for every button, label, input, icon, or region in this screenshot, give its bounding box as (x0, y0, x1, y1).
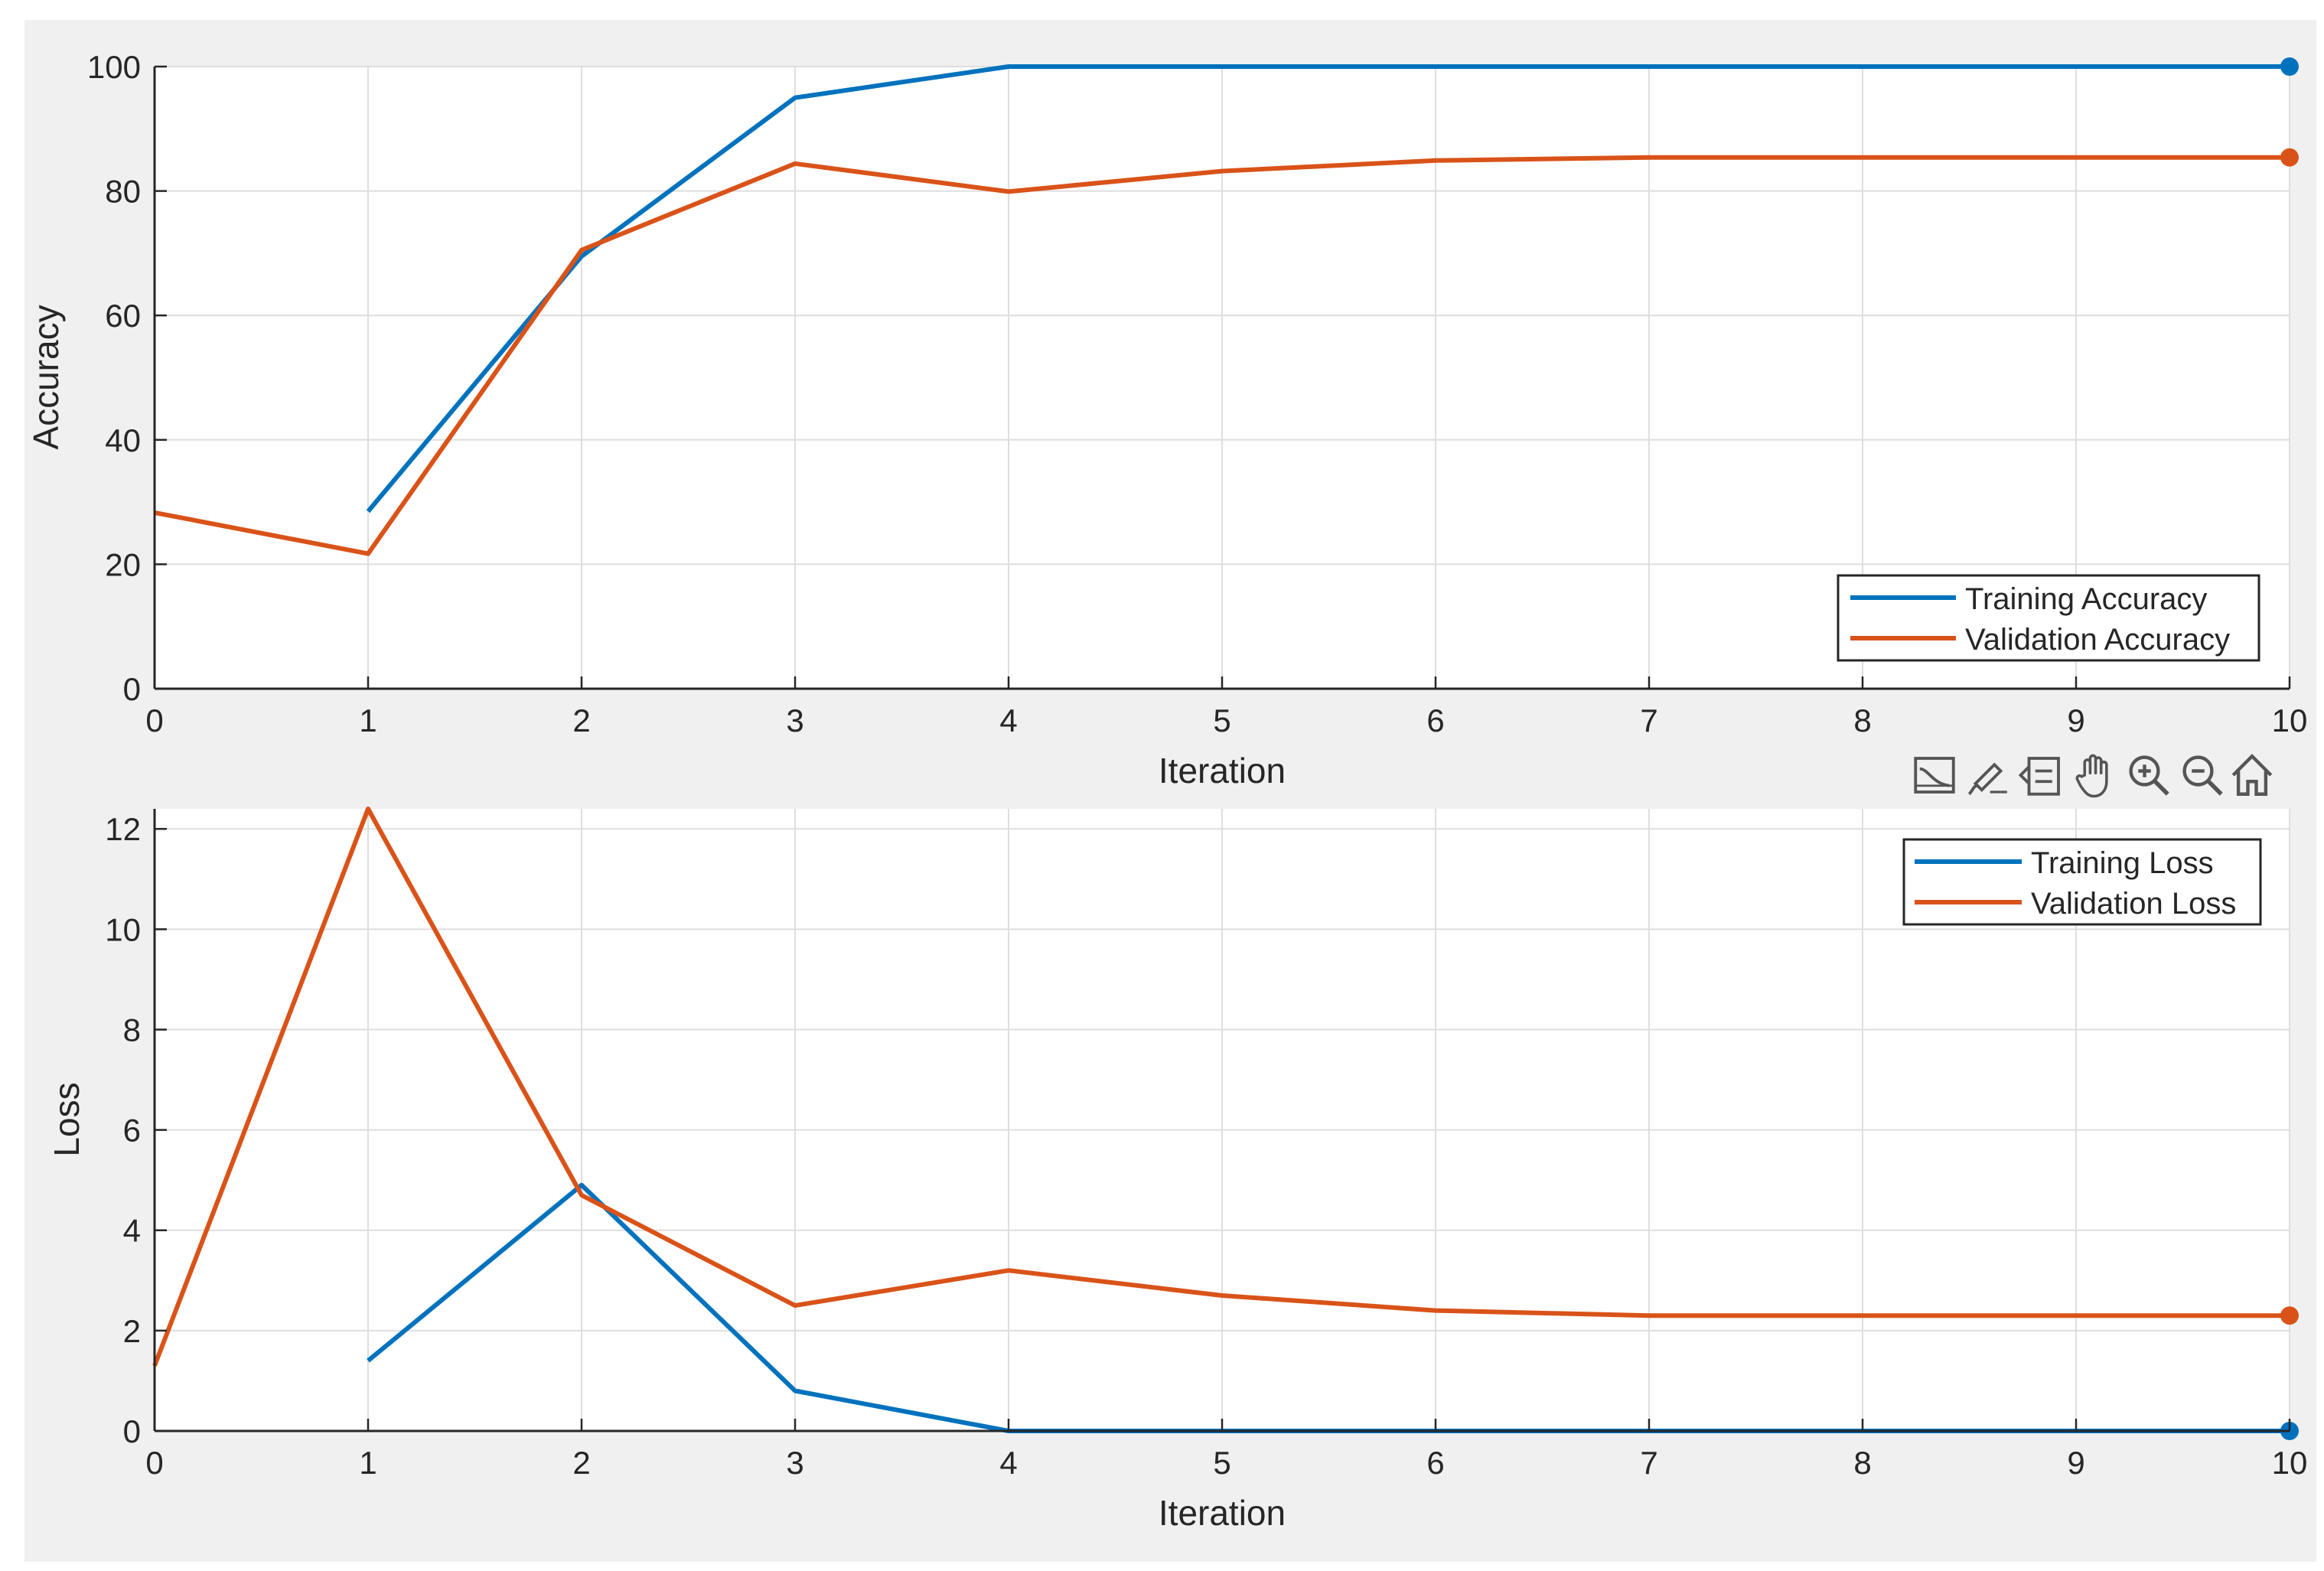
legend-icon[interactable] (2016, 750, 2067, 800)
validation-accuracy-line (154, 155, 2290, 556)
training-accuracy-line (366, 64, 2290, 513)
accuracy-legend-label-training: Training Accuracy (1965, 582, 2207, 616)
loss-x-tick-label: 7 (1640, 1445, 1657, 1481)
brush-icon[interactable] (1963, 750, 2013, 800)
accuracy-y-tick-label: 100 (87, 49, 141, 85)
validation-loss-line (152, 807, 2290, 1367)
accuracy-legend-box (1837, 574, 2260, 662)
validation-accuracy-end-marker (2280, 148, 2299, 167)
loss-legend-box (1902, 838, 2262, 926)
accuracy-x-tick-label: 1 (359, 702, 376, 738)
loss-y-tick-label: 4 (123, 1213, 141, 1249)
accuracy-x-tick-label: 3 (786, 702, 803, 738)
loss-x-tick-label: 8 (1853, 1445, 1871, 1481)
loss-x-tick-label: 3 (786, 1445, 803, 1481)
loss-y-tick-label: 2 (123, 1313, 141, 1349)
accuracy-x-tick-label: 6 (1426, 702, 1444, 738)
axes-toolbar (1902, 750, 2277, 808)
loss-x-tick-label: 9 (2067, 1445, 2084, 1481)
accuracy-y-tick-label: 40 (105, 422, 141, 458)
zoom-out-icon[interactable] (2177, 750, 2228, 800)
loss-y-axis-label: Loss (47, 1082, 86, 1156)
loss-axes (153, 809, 2291, 1432)
accuracy-x-axis-label: Iteration (1159, 751, 1286, 790)
accuracy-x-tick-label: 4 (999, 702, 1017, 738)
loss-y-tick-label: 10 (105, 911, 141, 947)
loss-y-tick-label: 6 (123, 1113, 141, 1149)
loss-grid (154, 809, 2290, 1432)
loss-y-tick-label: 12 (105, 811, 141, 847)
accuracy-legend[interactable]: Training Accuracy Validation Accuracy (1837, 574, 2260, 662)
validation-loss-end-marker (2280, 1306, 2299, 1325)
accuracy-x-tick-label: 9 (2067, 702, 2084, 738)
accuracy-y-axis-label: Accuracy (26, 305, 66, 449)
accuracy-y-tick-label: 20 (105, 546, 141, 582)
accuracy-x-tick-label: 8 (1853, 702, 1871, 738)
zoom-in-icon[interactable] (2124, 750, 2174, 800)
accuracy-y-tick-label: 80 (105, 174, 141, 210)
loss-legend[interactable]: Training Loss Validation Loss (1902, 838, 2262, 926)
loss-legend-label-validation: Validation Loss (2031, 887, 2236, 921)
accuracy-x-tick-label: 5 (1213, 702, 1230, 738)
accuracy-y-tick-label: 60 (105, 298, 141, 334)
loss-x-tick-label: 5 (1213, 1445, 1230, 1481)
accuracy-y-tick-label: 0 (123, 671, 141, 707)
training-accuracy-end-marker (2280, 57, 2299, 76)
accuracy-axes (153, 65, 2291, 690)
loss-x-tick-label: 4 (999, 1445, 1017, 1481)
loss-y-tick-label: 0 (123, 1413, 141, 1449)
loss-y-tick-label: 8 (123, 1012, 141, 1048)
accuracy-legend-label-validation: Validation Accuracy (1965, 623, 2230, 657)
loss-x-tick-label: 10 (2272, 1445, 2308, 1481)
accuracy-x-tick-label: 2 (572, 702, 590, 738)
accuracy-x-tick-label: 7 (1640, 702, 1657, 738)
accuracy-x-tick-label: 10 (2272, 702, 2308, 738)
home-icon[interactable] (2227, 750, 2277, 800)
loss-x-tick-label: 0 (145, 1445, 163, 1481)
loss-legend-label-training: Training Loss (2031, 846, 2214, 880)
loss-x-tick-label: 1 (359, 1445, 376, 1481)
data-tips-icon[interactable] (1909, 750, 1960, 800)
accuracy-series (154, 57, 2299, 556)
loss-x-axis-label: Iteration (1159, 1493, 1286, 1533)
loss-x-tick-label: 2 (572, 1445, 590, 1481)
accuracy-x-tick-label: 0 (145, 702, 163, 738)
pan-icon[interactable] (2070, 750, 2120, 800)
loss-x-tick-label: 6 (1426, 1445, 1444, 1481)
